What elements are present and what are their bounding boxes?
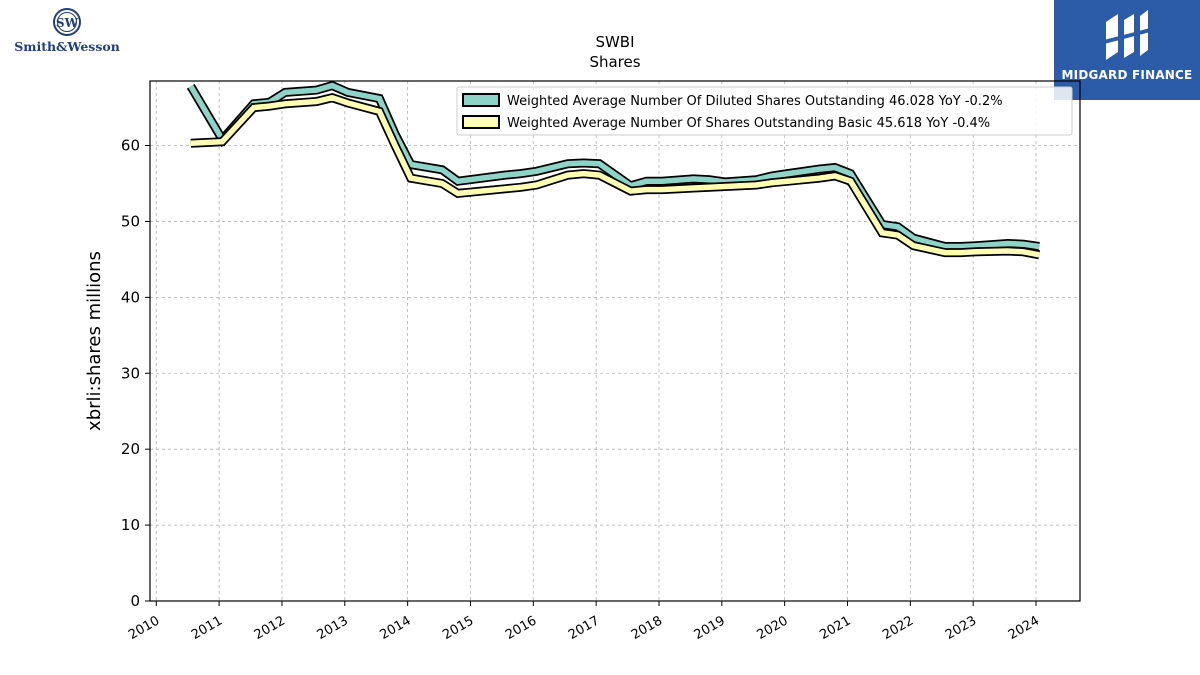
x-tick-label: 2021 — [817, 613, 853, 643]
grid — [150, 81, 1080, 601]
x-tick-label: 2013 — [315, 613, 351, 643]
y-tick-label: 30 — [121, 364, 140, 382]
series-layer — [186, 80, 1041, 260]
legend-swatch-diluted — [462, 93, 500, 107]
series-line-basic — [190, 94, 1040, 258]
x-tick-label: 2014 — [377, 613, 413, 643]
smith-wesson-logo: SW Smith&Wesson — [6, 6, 128, 58]
chart-title: SWBI — [595, 33, 634, 51]
svg-text:SW: SW — [56, 16, 79, 30]
y-tick-label: 20 — [121, 440, 140, 458]
axes: 0 10 20 30 40 50 60 2010 2011 2012 2013 2014 2015 201… — [121, 137, 1042, 643]
y-tick-label: 50 — [121, 212, 140, 230]
y-tick-label: 60 — [121, 137, 140, 155]
legend-box — [456, 86, 1073, 136]
midgard-finance-logo: MIDGARD FINANCE — [1054, 0, 1200, 100]
y-tick-label: 40 — [121, 288, 140, 306]
x-tick-label: 2019 — [692, 613, 728, 643]
y-axis-label: xbrli:shares millions — [84, 251, 105, 431]
legend-label-diluted: Weighted Average Number Of Diluted Share… — [507, 94, 1003, 109]
x-tick-label: 2017 — [566, 613, 602, 643]
legend-swatch-basic — [462, 115, 500, 129]
x-tick-label: 2023 — [943, 613, 979, 643]
x-tick-label: 2018 — [629, 613, 665, 643]
x-tick-label: 2015 — [440, 613, 476, 643]
x-tick-label: 2022 — [880, 613, 916, 643]
x-tick-label: 2024 — [1006, 613, 1042, 643]
right-logo-text: MIDGARD FINANCE — [1061, 68, 1193, 82]
x-tick-label: 2012 — [252, 613, 288, 643]
series-line-diluted — [188, 82, 1040, 250]
legend-label-basic: Weighted Average Number Of Shares Outsta… — [507, 116, 990, 131]
x-tick-label: 2016 — [503, 613, 539, 643]
chart-subtitle: Shares — [589, 53, 640, 71]
x-tick-label: 2011 — [189, 613, 225, 643]
legend: Weighted Average Number Of Diluted Share… — [456, 86, 1073, 136]
midgard-mark-icon — [1104, 10, 1150, 60]
x-tick-label: 2020 — [755, 613, 791, 643]
plot-frame — [149, 80, 1081, 602]
y-tick-label: 0 — [130, 592, 140, 610]
left-logo-text: Smith&Wesson — [14, 39, 120, 54]
x-tick-label: 2010 — [126, 613, 162, 643]
y-tick-label: 10 — [121, 516, 140, 534]
